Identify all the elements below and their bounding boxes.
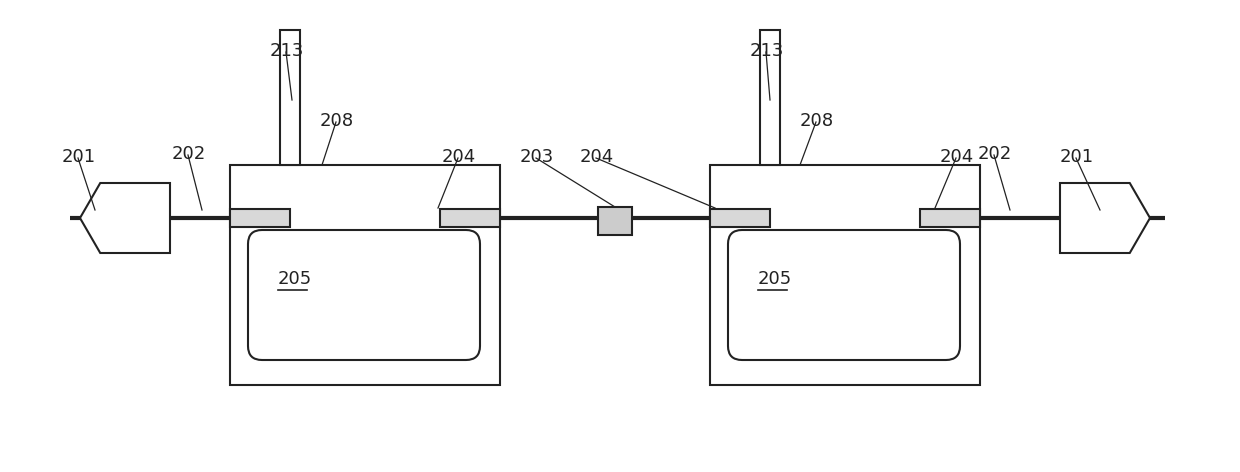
Bar <box>440 209 500 227</box>
Bar <box>711 165 980 385</box>
Text: 208: 208 <box>800 112 835 130</box>
Text: 208: 208 <box>320 112 355 130</box>
Text: 202: 202 <box>172 145 206 163</box>
Text: 204: 204 <box>940 148 975 166</box>
Bar <box>711 209 770 227</box>
FancyBboxPatch shape <box>248 230 480 360</box>
Text: 205: 205 <box>758 270 792 288</box>
Bar <box>598 207 632 235</box>
Text: 213: 213 <box>270 42 304 60</box>
Text: 205: 205 <box>278 270 312 288</box>
Text: 201: 201 <box>62 148 97 166</box>
Bar <box>229 165 500 385</box>
FancyBboxPatch shape <box>728 230 960 360</box>
Text: 213: 213 <box>750 42 785 60</box>
Bar <box>920 209 980 227</box>
Bar <box>280 30 300 165</box>
Text: 204: 204 <box>580 148 614 166</box>
Text: 201: 201 <box>1060 148 1094 166</box>
Polygon shape <box>1060 183 1149 253</box>
Bar <box>229 209 290 227</box>
Bar <box>760 30 780 165</box>
Text: 204: 204 <box>441 148 476 166</box>
Text: 202: 202 <box>978 145 1012 163</box>
Polygon shape <box>81 183 170 253</box>
Text: 203: 203 <box>520 148 554 166</box>
